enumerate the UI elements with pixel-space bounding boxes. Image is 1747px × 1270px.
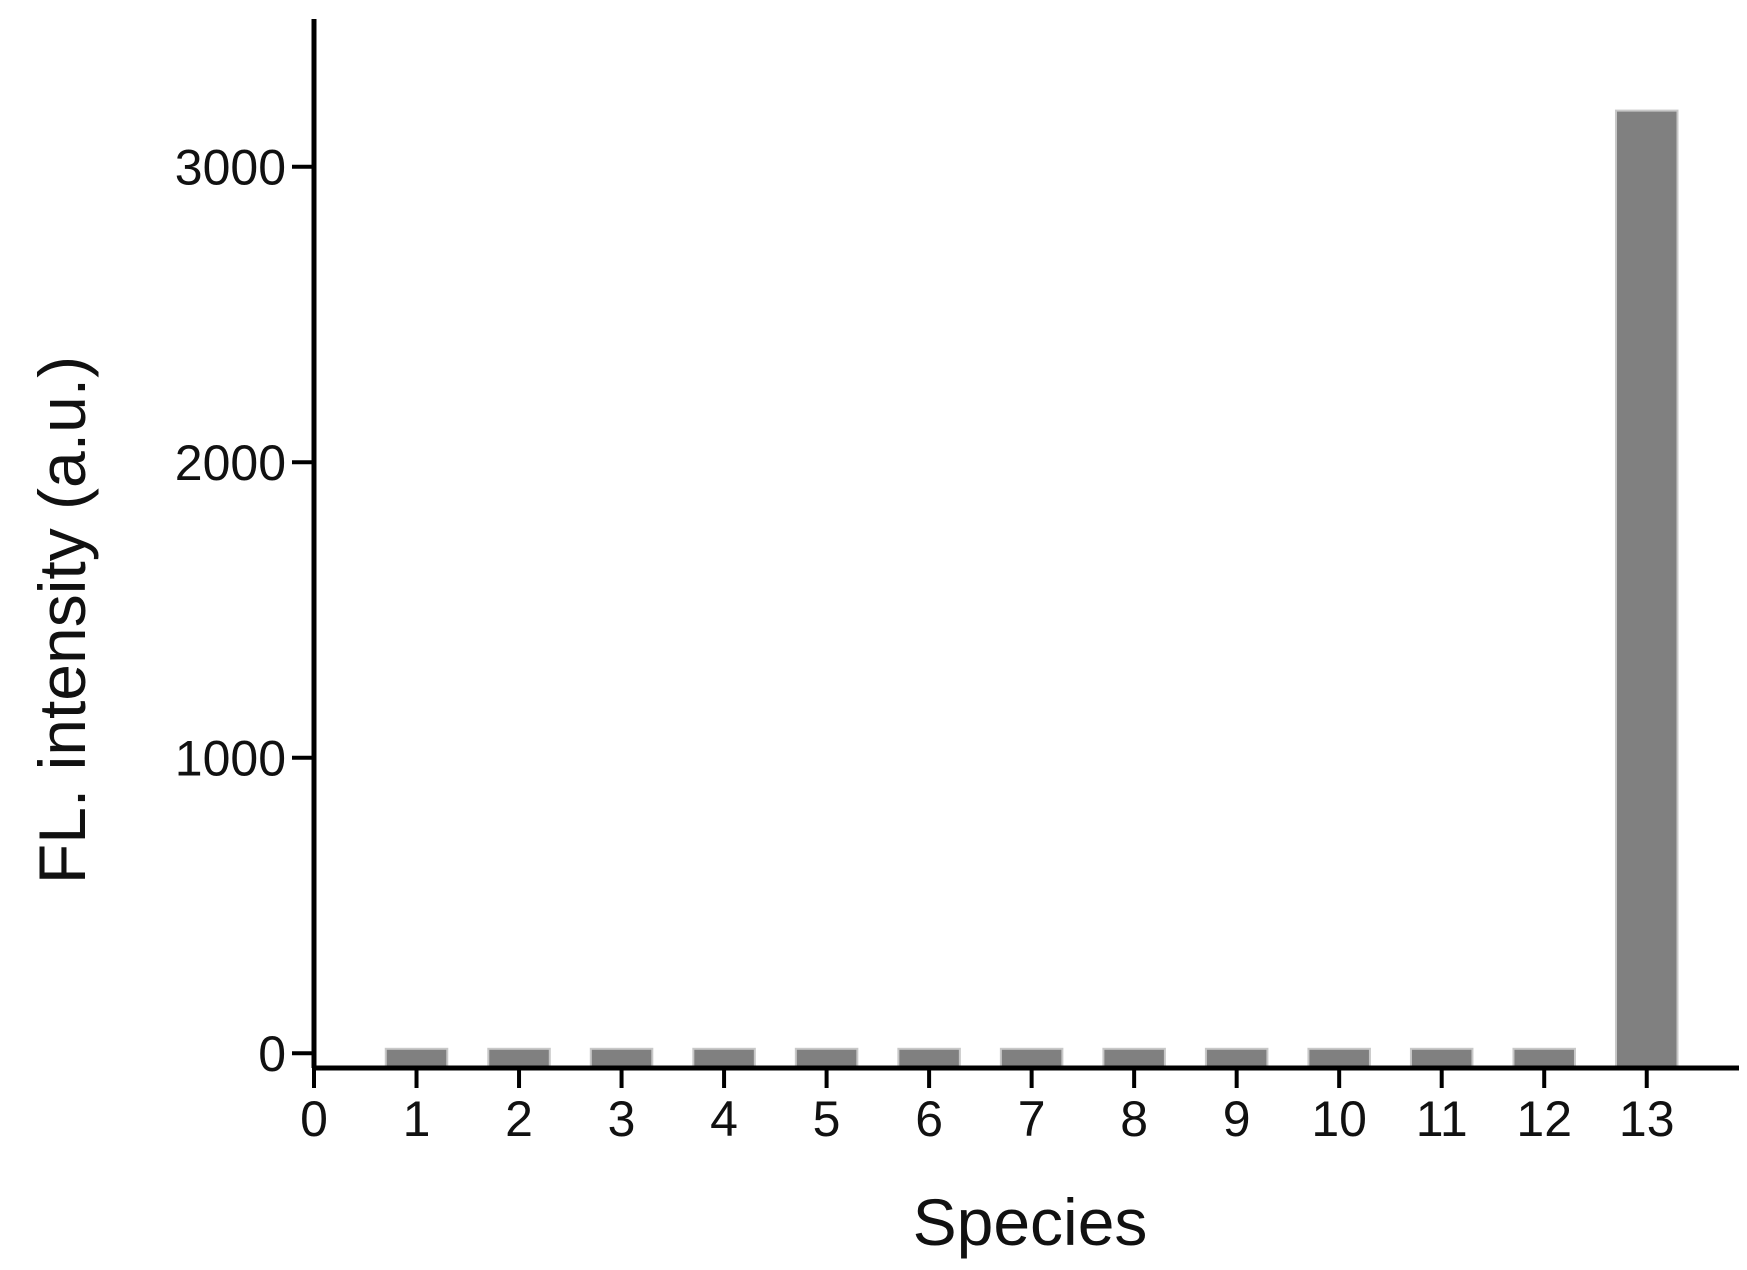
bar <box>1512 1047 1576 1070</box>
y-tick-label: 1000 <box>175 731 286 787</box>
x-tick-label: 12 <box>1516 1091 1572 1147</box>
bar <box>897 1047 961 1070</box>
x-tick-label: 1 <box>403 1091 431 1147</box>
bar <box>1102 1047 1166 1070</box>
x-tick-label: 9 <box>1223 1091 1251 1147</box>
x-tick-label: 13 <box>1619 1091 1675 1147</box>
bar <box>589 1047 654 1070</box>
bar <box>1307 1047 1371 1070</box>
bar <box>1614 109 1679 1069</box>
bar <box>487 1047 551 1070</box>
y-tick-label: 2000 <box>175 435 286 491</box>
x-tick-label: 0 <box>300 1091 328 1147</box>
y-tick-label: 3000 <box>175 140 286 196</box>
bar <box>1409 1047 1474 1070</box>
bar <box>692 1047 756 1070</box>
x-tick-label: 7 <box>1018 1091 1046 1147</box>
x-tick-label: 10 <box>1311 1091 1367 1147</box>
bar <box>1204 1047 1269 1070</box>
x-tick-label: 5 <box>813 1091 841 1147</box>
x-axis-label: Species <box>913 1185 1148 1259</box>
x-tick-label: 4 <box>710 1091 738 1147</box>
x-tick-label: 6 <box>915 1091 943 1147</box>
y-axis-label: FL. intensity (a.u.) <box>25 356 99 884</box>
bar <box>384 1047 449 1070</box>
x-tick-label: 11 <box>1416 1091 1468 1147</box>
x-tick-label: 8 <box>1120 1091 1148 1147</box>
x-tick-label: 2 <box>505 1091 533 1147</box>
x-tick-label: 3 <box>608 1091 636 1147</box>
bar <box>794 1047 859 1070</box>
y-tick-label: 0 <box>258 1026 286 1082</box>
bar <box>999 1047 1064 1070</box>
